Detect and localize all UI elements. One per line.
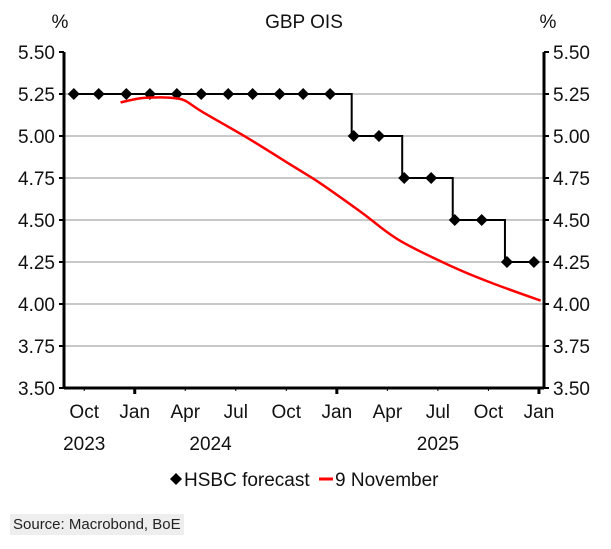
- hsbc-forecast-point: [425, 172, 438, 184]
- hsbc-forecast-point: [92, 88, 105, 100]
- hsbc-forecast-point: [246, 88, 259, 100]
- chart-title: GBP OIS: [265, 12, 343, 33]
- legend-diamond-icon: [170, 473, 182, 485]
- y-tick-label-right: 4.50: [553, 211, 590, 232]
- y-tick-label-right: 3.50: [553, 379, 590, 400]
- x-tick-label: Jan: [119, 402, 150, 423]
- y-tick-label-left: 3.75: [18, 337, 55, 358]
- y-tick-label-left: 5.00: [18, 127, 55, 148]
- nov9-curve-line: [120, 96, 542, 302]
- hsbc-forecast-point: [372, 130, 385, 142]
- x-tick-label: Oct: [272, 402, 302, 423]
- y-tick-label-right: 5.50: [553, 43, 590, 64]
- y-tick-label-left: 5.50: [18, 43, 55, 64]
- x-year-label: 2023: [63, 434, 105, 455]
- hsbc-forecast-point: [347, 130, 360, 142]
- gbp-ois-chart: GBP OIS % % 3.50 3.50 3.75 3.75 4.00 4.00 4.25…: [18, 12, 590, 491]
- hsbc-forecast-point: [500, 256, 513, 268]
- y-tick-label-right: 4.00: [553, 295, 590, 316]
- x-tick-label: Oct: [474, 402, 504, 423]
- y-tick-label-right: 3.75: [553, 337, 590, 358]
- hsbc-forecast-point: [195, 88, 208, 100]
- right-axis-unit: %: [540, 12, 557, 33]
- hsbc-forecast-point: [398, 172, 411, 184]
- y-tick-label-left: 4.25: [18, 253, 55, 274]
- source-note: Source: Macrobond, BoE: [10, 514, 184, 535]
- legend-hsbc-forecast: HSBC forecast: [184, 470, 310, 491]
- x-tick-label: Jul: [224, 402, 248, 423]
- y-tick-label-left: 4.50: [18, 211, 55, 232]
- x-tick-label: Jan: [322, 402, 353, 423]
- hsbc-forecast-point: [297, 88, 310, 100]
- left-axis-unit: %: [52, 12, 69, 33]
- hsbc-forecast-point: [222, 88, 235, 100]
- x-year-label: 2025: [417, 434, 459, 455]
- x-tick-label: Jul: [426, 402, 450, 423]
- hsbc-forecast-point: [120, 88, 133, 100]
- y-tick-label-left: 3.50: [18, 379, 55, 400]
- x-tick-label: Apr: [170, 402, 200, 423]
- hsbc-forecast-point: [475, 214, 488, 226]
- y-tick-label-left: 4.00: [18, 295, 55, 316]
- x-tick-label: Jan: [524, 402, 555, 423]
- x-year-label: 2024: [189, 434, 232, 455]
- y-tick-label-right: 5.25: [553, 85, 590, 106]
- y-tick-label-right: 4.75: [553, 169, 590, 190]
- hsbc-forecast-line: [73, 93, 538, 263]
- legend-9-november: 9 November: [335, 470, 439, 491]
- hsbc-forecast-point: [527, 256, 540, 268]
- y-tick-label-left: 4.75: [18, 169, 55, 190]
- hsbc-forecast-point: [273, 88, 286, 100]
- y-tick-label-right: 5.00: [553, 127, 590, 148]
- hsbc-forecast-point: [324, 88, 337, 100]
- hsbc-forecast-point: [67, 88, 80, 100]
- x-tick-label: Apr: [373, 402, 403, 423]
- x-tick-label: Oct: [69, 402, 99, 423]
- y-tick-label-right: 4.25: [553, 253, 590, 274]
- hsbc-forecast-point: [448, 214, 461, 226]
- y-tick-label-left: 5.25: [18, 85, 55, 106]
